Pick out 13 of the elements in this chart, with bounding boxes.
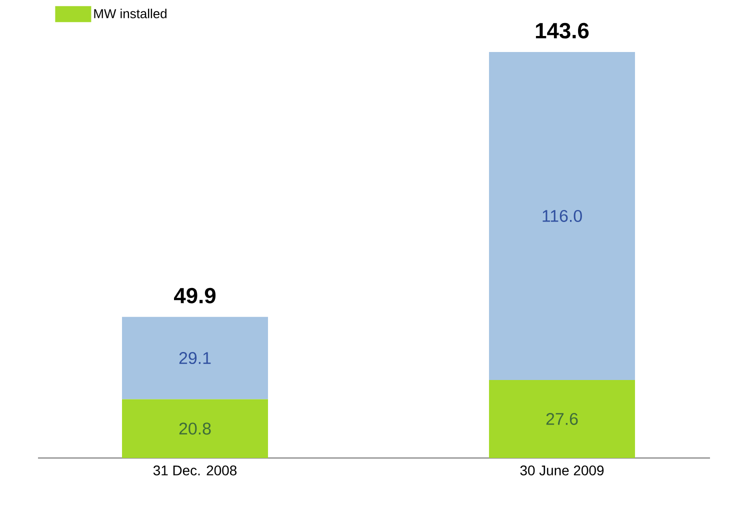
data-label: 27.6	[546, 412, 578, 425]
bar	[122, 399, 268, 458]
bar	[489, 380, 636, 458]
x-tick-label: 31 Dec. 2008	[153, 466, 237, 476]
total-label: 143.6	[536, 22, 589, 38]
legend-label: MW installed	[94, 8, 166, 18]
total-label: 49.9	[174, 288, 216, 304]
x-tick-label: 30 June 2009	[520, 466, 604, 476]
bar	[489, 52, 636, 380]
data-label: 116.0	[542, 210, 582, 222]
data-label: 29.1	[179, 352, 211, 364]
data-label: 20.8	[179, 422, 211, 435]
bar	[122, 316, 268, 400]
